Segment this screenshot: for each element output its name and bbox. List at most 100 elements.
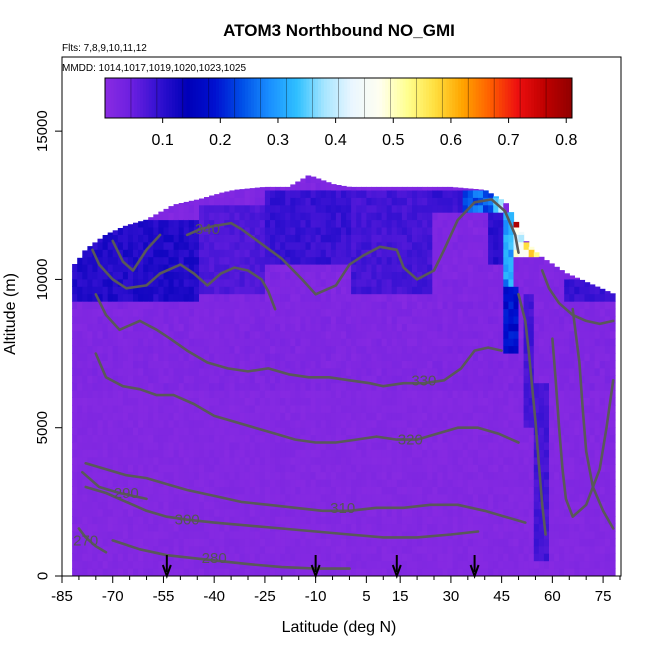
heatmap-cell [143,301,149,310]
heatmap-cell [249,241,256,250]
heatmap-cell [280,323,286,332]
heatmap-cell [133,234,139,243]
heatmap-cell [523,412,530,421]
heatmap-cell [209,412,215,421]
heatmap-cell [133,367,139,376]
heatmap-cell [503,530,509,539]
heatmap-cell [229,434,236,443]
heatmap-cell [300,241,307,250]
heatmap-cell [442,197,449,206]
heatmap-cell [538,264,545,272]
heatmap-cell [467,188,474,191]
heatmap-cell [335,360,342,369]
heatmap-cell [239,189,246,191]
heatmap-cell [422,308,428,317]
heatmap-cell [280,338,286,347]
heatmap-cell [249,390,256,398]
heatmap-cell [244,479,251,487]
heatmap-cell [325,486,332,495]
heatmap-cell [488,323,494,332]
heatmap-cell [361,390,367,398]
heatmap-cell [163,530,170,539]
heatmap-cell [341,568,347,576]
heatmap-cell [483,464,489,473]
heatmap-cell [214,568,220,576]
heatmap-cell [310,219,317,228]
heatmap-cell [270,568,276,576]
heatmap-cell [127,434,134,443]
heatmap-cell [447,330,454,339]
heatmap-cell [320,449,327,458]
heatmap-cell [280,568,286,576]
heatmap-cell [280,204,286,213]
heatmap-cell [178,397,185,406]
heatmap-cell [412,479,418,487]
heatmap-cell [406,553,413,562]
heatmap-cell [117,412,124,421]
heatmap-cell [503,353,509,361]
heatmap-cell [122,523,129,532]
heatmap-cell [295,197,301,206]
heatmap-cell [447,241,454,250]
heatmap-cell [325,219,332,228]
heatmap-cell [285,249,291,258]
heatmap-cell [143,390,149,398]
heatmap-cell [229,523,236,532]
heatmap-cell [330,493,337,502]
heatmap-cell [168,493,175,502]
heatmap-cell [158,345,165,354]
heatmap-cell [513,464,520,473]
heatmap-cell [351,241,357,250]
heatmap-cell [472,256,479,265]
heatmap-cell [82,538,88,547]
heatmap-cell [219,226,225,235]
heatmap-cell [412,397,418,406]
heatmap-cell [320,434,327,443]
heatmap-cell [412,315,418,324]
heatmap-cell [229,456,236,465]
heatmap-cell [478,545,484,554]
heatmap-cell [173,219,180,228]
heatmap-cell [264,249,271,258]
heatmap-cell [543,367,550,376]
heatmap-cell [254,204,261,213]
heatmap-cell [244,508,251,517]
heatmap-cell [549,263,555,265]
heatmap-cell [427,360,433,369]
heatmap-cell [87,397,94,406]
heatmap-cell [173,538,180,547]
heatmap-cell [513,264,520,272]
heatmap-cell [122,530,129,539]
heatmap-cell [244,390,251,398]
heatmap-cell [315,330,322,339]
heatmap-cell [133,390,139,398]
heatmap-cell [412,189,418,198]
heatmap-cell [158,397,165,406]
heatmap-cell [366,323,373,332]
heatmap-cell [158,493,165,502]
heatmap-cell [280,538,286,547]
heatmap-cell [133,278,139,287]
heatmap-cell [422,219,428,228]
heatmap-cell [538,471,545,480]
heatmap-cell [391,449,398,458]
heatmap-cell [249,301,256,310]
heatmap-cell [346,256,352,265]
heatmap-cell [244,523,251,532]
heatmap-cell [325,286,332,295]
heatmap-cell [341,330,347,339]
heatmap-cell [503,203,509,206]
heatmap-cell [493,323,499,332]
heatmap-cell [295,375,301,384]
heatmap-cell [498,545,504,554]
heatmap-cell [244,345,251,354]
heatmap-cell [442,186,449,191]
heatmap-cell [513,382,520,391]
heatmap-cell [300,219,307,228]
heatmap-cell [305,419,312,428]
heatmap-cell [427,301,433,310]
heatmap-cell [391,486,398,495]
heatmap-cell [183,419,190,428]
heatmap-cell [467,264,474,272]
heatmap-cell [564,464,570,473]
